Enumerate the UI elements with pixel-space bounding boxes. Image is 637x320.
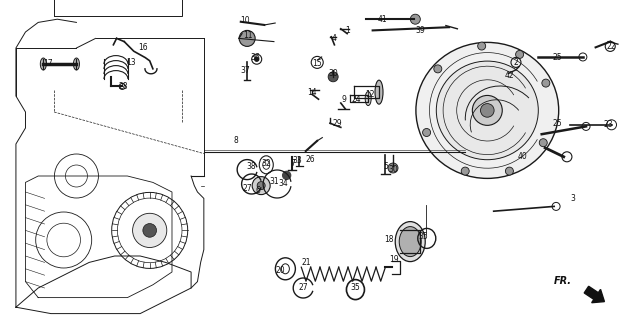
Text: 17: 17 xyxy=(43,60,53,68)
Text: 37: 37 xyxy=(240,66,250,75)
Text: 8: 8 xyxy=(233,136,238,145)
Circle shape xyxy=(239,30,255,46)
Circle shape xyxy=(422,129,431,137)
Text: 3: 3 xyxy=(571,194,576,203)
Ellipse shape xyxy=(416,42,559,178)
Text: 35: 35 xyxy=(350,284,361,292)
Text: 34: 34 xyxy=(278,180,289,188)
Text: 9: 9 xyxy=(341,95,347,104)
Circle shape xyxy=(505,167,513,175)
Text: 7: 7 xyxy=(290,159,296,168)
Text: 28: 28 xyxy=(118,82,127,91)
Text: 21: 21 xyxy=(301,258,310,267)
Text: 30: 30 xyxy=(328,69,338,78)
Text: 38: 38 xyxy=(247,162,257,171)
Text: 4: 4 xyxy=(332,34,337,43)
Text: 33: 33 xyxy=(292,156,303,165)
Text: 27: 27 xyxy=(242,184,252,193)
Text: FR.: FR. xyxy=(554,276,571,286)
Text: 2: 2 xyxy=(513,58,519,67)
Circle shape xyxy=(540,139,547,147)
Text: 23: 23 xyxy=(603,120,613,129)
Text: 1: 1 xyxy=(345,26,350,35)
FancyArrow shape xyxy=(584,286,605,303)
Circle shape xyxy=(480,104,494,117)
Circle shape xyxy=(473,95,502,125)
Circle shape xyxy=(478,42,485,50)
Text: 13: 13 xyxy=(125,58,136,67)
Text: 6: 6 xyxy=(255,186,261,195)
Text: 12: 12 xyxy=(365,90,374,99)
Circle shape xyxy=(542,79,550,87)
Ellipse shape xyxy=(40,58,47,70)
Text: 25: 25 xyxy=(552,119,562,128)
Text: 32: 32 xyxy=(261,159,271,168)
Text: 22: 22 xyxy=(607,42,616,51)
Text: 20: 20 xyxy=(275,266,285,275)
Text: 35: 35 xyxy=(419,232,429,241)
Text: 30: 30 xyxy=(389,165,399,174)
Text: 36: 36 xyxy=(250,53,260,62)
Text: 31: 31 xyxy=(269,177,279,186)
Text: 18: 18 xyxy=(384,236,393,244)
Text: 41: 41 xyxy=(377,15,387,24)
Text: 42: 42 xyxy=(505,71,515,80)
Ellipse shape xyxy=(365,92,371,106)
Ellipse shape xyxy=(257,181,265,189)
Ellipse shape xyxy=(252,177,270,195)
Text: 15: 15 xyxy=(312,60,322,68)
Ellipse shape xyxy=(73,58,80,70)
Text: 24: 24 xyxy=(352,95,362,104)
Bar xyxy=(54,0,182,16)
Ellipse shape xyxy=(436,61,538,160)
Text: 10: 10 xyxy=(240,16,250,25)
Text: 11: 11 xyxy=(244,31,253,40)
Text: 26: 26 xyxy=(305,156,315,164)
Circle shape xyxy=(255,57,259,61)
Text: 5: 5 xyxy=(383,162,388,171)
Circle shape xyxy=(143,224,157,237)
Text: 39: 39 xyxy=(415,26,426,35)
Circle shape xyxy=(410,14,420,24)
Ellipse shape xyxy=(375,80,383,104)
Circle shape xyxy=(461,167,469,175)
Ellipse shape xyxy=(399,227,421,257)
Text: 14: 14 xyxy=(307,88,317,97)
Circle shape xyxy=(328,72,338,82)
Text: 29: 29 xyxy=(333,119,343,128)
Text: 16: 16 xyxy=(138,44,148,52)
Circle shape xyxy=(132,213,167,247)
Circle shape xyxy=(515,51,524,59)
Text: 27: 27 xyxy=(298,283,308,292)
Circle shape xyxy=(388,163,398,173)
Circle shape xyxy=(434,65,442,73)
Text: 19: 19 xyxy=(389,255,399,264)
Circle shape xyxy=(283,172,290,179)
Text: 40: 40 xyxy=(517,152,527,161)
Text: 25: 25 xyxy=(552,53,562,62)
Ellipse shape xyxy=(395,221,426,262)
